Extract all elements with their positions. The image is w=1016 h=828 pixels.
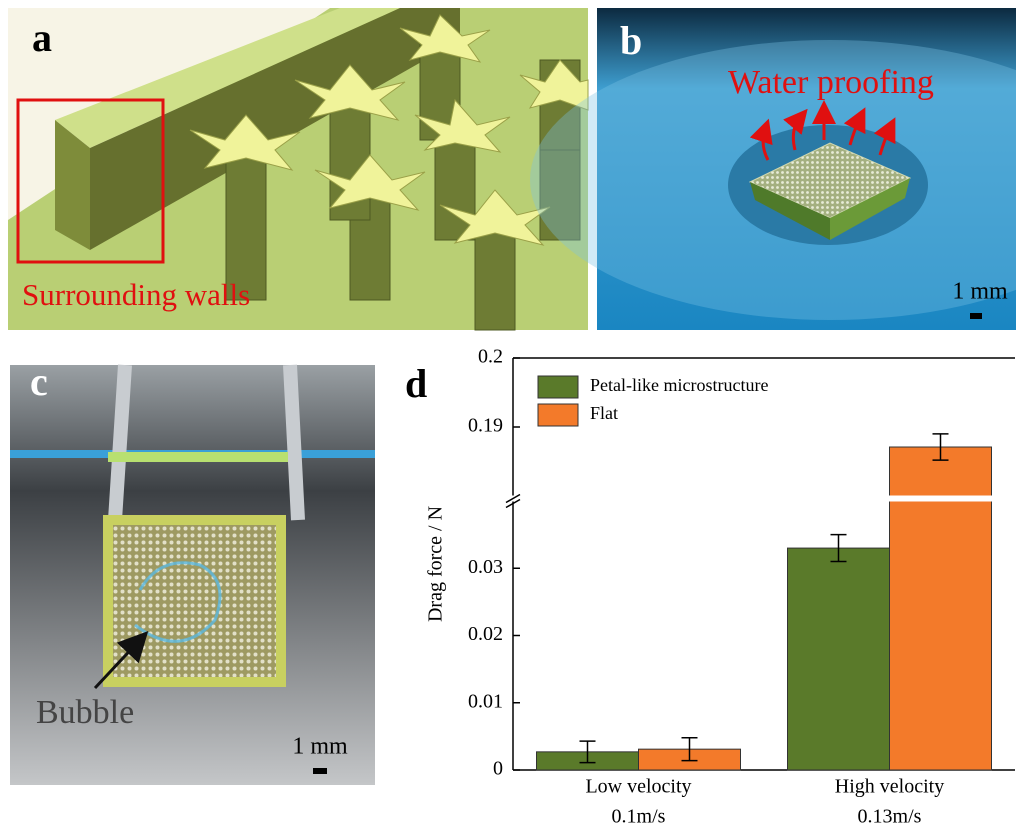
- y-tick-label: 0.02: [468, 623, 503, 645]
- panel-label: c: [30, 359, 48, 404]
- scale-label: 1 mm: [292, 734, 348, 760]
- bar-chart: 0 0.01 0.02 0.03 0.19 0.2 Drag force / N Low ve…: [425, 346, 1015, 828]
- y-tick-label: 0.01: [468, 690, 503, 712]
- x-tick-label: 0.13m/s: [858, 806, 922, 828]
- panel-label: d: [405, 361, 427, 406]
- legend-label: Petal-like microstructure: [590, 375, 768, 395]
- panel-a: a Surrounding walls: [8, 8, 588, 330]
- x-tick-label: High velocity: [835, 776, 944, 798]
- holder-bar: [108, 452, 288, 462]
- legend-swatch: [538, 404, 578, 426]
- annotation: Bubble: [36, 694, 134, 731]
- x-tick-label: Low velocity: [585, 776, 691, 798]
- panel-b: b Water proofing 1 mm: [530, 8, 1016, 330]
- bar: [890, 447, 992, 770]
- annotation: Surrounding walls: [22, 277, 250, 312]
- legend-label: Flat: [590, 403, 618, 423]
- figure: a Surrounding walls b Water proofing 1 m…: [0, 0, 1016, 828]
- y-tick-label: 0.19: [468, 415, 503, 437]
- y-tick-label: 0.03: [468, 556, 503, 578]
- y-tick-label: 0.2: [478, 346, 503, 368]
- panel-c: c Bubble 1 mm: [10, 359, 375, 785]
- panel-label: b: [620, 18, 642, 63]
- y-axis-label: Drag force / N: [425, 506, 447, 622]
- legend-swatch: [538, 376, 578, 398]
- panel-label: a: [32, 15, 52, 60]
- axis-break-gap: [507, 496, 1015, 502]
- scale-label: 1 mm: [952, 279, 1008, 305]
- scale-bar: [970, 313, 982, 319]
- y-tick-label: 0: [493, 758, 503, 780]
- sample-surface: [113, 525, 276, 677]
- bar: [788, 548, 890, 770]
- page: a Surrounding walls b Water proofing 1 m…: [0, 0, 1016, 828]
- annotation: Water proofing: [728, 64, 934, 101]
- scale-bar: [313, 768, 327, 774]
- x-tick-label: 0.1m/s: [612, 806, 666, 828]
